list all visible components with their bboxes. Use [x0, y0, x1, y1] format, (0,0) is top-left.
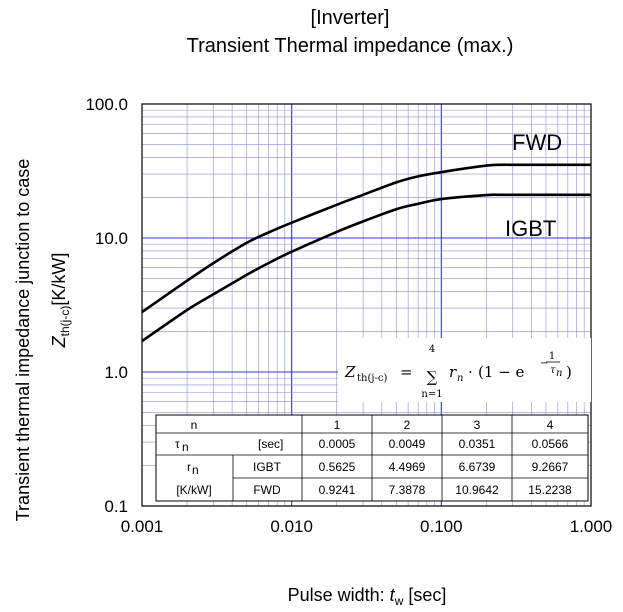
table-tau-4: 0.0566: [532, 437, 569, 451]
table-r-label: r: [187, 460, 191, 474]
x-tick-label: 0.010: [270, 517, 313, 536]
x-axis-label: Pulse width: tw [sec]: [288, 585, 447, 608]
svg-text:τ: τ: [550, 365, 556, 376]
series-label-igbt: IGBT: [505, 216, 556, 241]
svg-text:4: 4: [429, 344, 435, 355]
y-axis-label-symbol: Zth(j-c)[K/kW]: [49, 253, 72, 349]
table-r-unit: [K/kW]: [176, 483, 211, 497]
svg-text:n: n: [182, 440, 189, 454]
x-tick-label: 1.000: [570, 517, 613, 536]
svg-text:n: n: [192, 463, 199, 477]
svg-text:Z: Z: [344, 363, 356, 381]
table-igbt-3: 6.6739: [459, 460, 496, 474]
svg-text:n: n: [457, 373, 463, 384]
table-tau-2: 0.0049: [389, 437, 426, 451]
table-tau-3: 0.0351: [459, 437, 496, 451]
table-igbt-4: 9.2667: [532, 460, 569, 474]
table-tau-unit: [sec]: [258, 437, 283, 451]
table-header-3: 3: [474, 418, 481, 432]
table-tau-label: τ: [175, 437, 180, 451]
series-line-fwd: [141, 163, 591, 314]
series-line-igbt: [141, 193, 591, 343]
svg-text:r: r: [449, 363, 457, 381]
plot-frame: [141, 103, 592, 507]
table-header-2: 2: [404, 418, 411, 432]
svg-text:·: ·: [468, 363, 473, 381]
table-tau-1: 0.0005: [319, 437, 356, 451]
x-tick-label: 0.100: [420, 517, 463, 536]
chart-subtitle: Transient Thermal impedance (max.): [187, 35, 514, 57]
svg-text:n=1: n=1: [421, 389, 442, 400]
svg-text:∑: ∑: [427, 368, 438, 386]
table-fwd-1: 0.9241: [319, 483, 356, 497]
curves: [141, 163, 591, 343]
y-tick-label: 0.1: [104, 497, 128, 516]
table-header-1: 1: [334, 418, 341, 432]
y-axis-label: Transient thermal impedance junction to …: [13, 159, 33, 522]
table-igbt-1: 0.5625: [319, 460, 356, 474]
x-tick-label: 0.001: [121, 517, 164, 536]
table-fwd-3: 10.9642: [455, 483, 499, 497]
tick-labels: 0.001 0.010 0.100 1.000 0.1 1.0 10.0 100.0: [85, 95, 612, 536]
parameter-table: n 1 2 3 4 τ n [sec] 0.0005 0.0049 0.0351…: [155, 414, 589, 502]
svg-text:(1 − e: (1 − e: [478, 363, 525, 381]
table-header-4: 4: [547, 418, 554, 432]
series-label-fwd: FWD: [512, 130, 562, 155]
svg-text:−: −: [540, 358, 548, 369]
svg-text:1: 1: [549, 351, 555, 362]
chart-title: [Inverter]: [311, 7, 390, 29]
x-axis-label-text: Pulse width:: [288, 585, 390, 605]
table-igbt-label: IGBT: [253, 460, 282, 474]
y-tick-label: 10.0: [95, 229, 128, 248]
table-fwd-2: 7.3878: [389, 483, 426, 497]
svg-text:): ): [566, 363, 572, 381]
table-fwd-label: FWD: [253, 483, 281, 497]
y-tick-label: 1.0: [104, 363, 128, 382]
table-fwd-4: 15.2238: [528, 483, 572, 497]
impedance-formula: Z th(j-c) = 4 ∑ n=1 r n · (1 − e − 1 τ n…: [338, 338, 591, 402]
table-header-n: n: [191, 418, 198, 432]
table-igbt-2: 4.4969: [389, 460, 426, 474]
svg-text:n: n: [556, 368, 562, 379]
y-tick-label: 100.0: [85, 95, 128, 114]
svg-text:=: =: [400, 363, 413, 381]
svg-text:th(j-c): th(j-c): [357, 373, 387, 384]
